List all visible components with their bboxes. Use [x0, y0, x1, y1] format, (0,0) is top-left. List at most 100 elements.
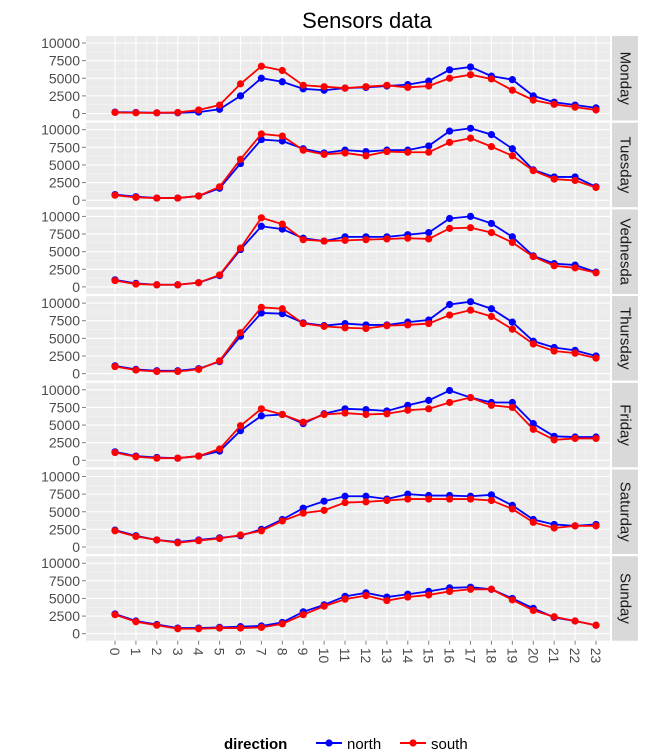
- y-tick-label: 10000: [41, 469, 80, 485]
- data-point-north: [299, 504, 307, 512]
- data-point-north: [362, 405, 370, 414]
- data-point-south: [320, 322, 328, 330]
- legend: direction north south: [224, 736, 468, 753]
- chart-title: Sensors data: [302, 8, 432, 33]
- x-tick-label: 20: [525, 648, 541, 664]
- data-point-south: [195, 537, 203, 545]
- data-point-south: [153, 536, 161, 544]
- data-point-south: [215, 357, 224, 365]
- data-point-north: [341, 492, 349, 500]
- data-point-south: [571, 103, 579, 111]
- data-point-south: [320, 83, 328, 91]
- data-point-north: [425, 229, 433, 237]
- data-point-north: [257, 135, 265, 144]
- data-point-north: [446, 127, 454, 135]
- data-point-south: [299, 509, 307, 517]
- data-point-south: [362, 498, 370, 506]
- x-tick-label: 10: [316, 648, 332, 664]
- data-point-south: [571, 349, 579, 357]
- series-south: [111, 495, 600, 547]
- data-point-south: [299, 418, 307, 426]
- data-point-south: [278, 410, 286, 419]
- data-point-south: [571, 522, 579, 530]
- y-tick-label: 0: [72, 366, 80, 382]
- data-point-south: [215, 534, 224, 543]
- x-tick-label: 1: [128, 648, 144, 656]
- data-point-south: [404, 406, 412, 414]
- y-tick-label: 10000: [41, 295, 80, 311]
- y-tick-label: 10000: [41, 208, 80, 224]
- y-tick-label: 5000: [49, 157, 80, 173]
- facet-strip-label: Monday: [617, 52, 634, 106]
- legend-title: direction: [224, 736, 287, 753]
- data-point-south: [111, 191, 119, 199]
- x-tick-label: 18: [483, 648, 499, 664]
- data-point-north: [529, 420, 537, 428]
- data-point-south: [550, 100, 558, 108]
- data-point-south: [174, 194, 182, 202]
- data-point-south: [487, 312, 496, 321]
- data-point-south: [508, 505, 516, 513]
- data-point-south: [425, 591, 433, 599]
- series-south: [111, 393, 600, 462]
- data-point-north: [466, 298, 475, 306]
- data-point-south: [257, 405, 265, 413]
- data-point-south: [341, 498, 349, 507]
- x-tick-label: 4: [191, 648, 207, 656]
- facet-strip-label: Friday: [617, 404, 634, 446]
- facet-strip-label: Sunday: [617, 573, 634, 624]
- data-point-south: [404, 593, 412, 601]
- facet-panels: 0 2500 5000 7500 10000 Monday 0250050007500100…: [41, 35, 638, 642]
- data-point-north: [425, 142, 433, 150]
- data-point-south: [592, 106, 600, 114]
- data-point-south: [132, 453, 140, 461]
- data-point-south: [425, 405, 433, 413]
- y-tick-label: 0: [72, 626, 80, 642]
- data-point-south: [341, 149, 349, 157]
- data-point-north: [278, 137, 286, 145]
- y-tick-label: 2500: [49, 435, 80, 451]
- data-point-south: [425, 235, 433, 243]
- data-point-south: [174, 108, 182, 117]
- data-point-north: [508, 318, 516, 326]
- data-point-south: [257, 214, 265, 222]
- data-point-south: [153, 194, 161, 202]
- data-point-south: [550, 347, 558, 355]
- data-point-south: [446, 138, 454, 146]
- data-point-south: [487, 229, 496, 237]
- data-point-south: [362, 83, 370, 91]
- data-point-south: [174, 281, 182, 289]
- data-point-north: [278, 78, 286, 86]
- data-point-south: [425, 495, 433, 503]
- data-point-south: [195, 279, 203, 287]
- data-point-south: [592, 434, 600, 443]
- data-point-south: [132, 366, 140, 374]
- y-tick-label: 7500: [49, 139, 80, 155]
- series-south: [111, 130, 600, 202]
- data-point-south: [195, 625, 203, 633]
- data-point-south: [487, 143, 496, 151]
- facet-strip-label: Tuesday: [617, 136, 634, 193]
- x-tick-label: 8: [274, 648, 290, 656]
- x-tick-label: 14: [400, 648, 416, 664]
- data-point-south: [215, 101, 224, 109]
- data-point-north: [446, 300, 454, 309]
- data-point-south: [111, 362, 119, 371]
- data-point-south: [278, 66, 286, 75]
- data-point-south: [195, 106, 203, 114]
- data-point-north: [487, 491, 496, 499]
- data-point-south: [466, 134, 475, 142]
- y-tick-label: 0: [72, 279, 80, 295]
- data-point-north: [508, 145, 516, 153]
- data-point-south: [571, 617, 579, 625]
- series-south: [111, 585, 600, 633]
- legend-label: north: [347, 736, 381, 753]
- y-tick-label: 2500: [49, 608, 80, 624]
- data-point-south: [132, 280, 140, 288]
- data-point-south: [215, 445, 224, 453]
- data-point-south: [132, 618, 140, 626]
- data-point-south: [466, 306, 475, 314]
- data-point-north: [278, 225, 286, 233]
